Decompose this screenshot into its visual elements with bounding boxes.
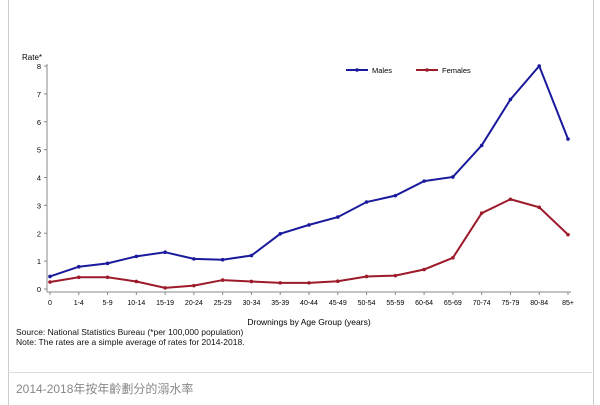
- data-point: [278, 281, 283, 285]
- series-group: [48, 64, 570, 290]
- data-point: [134, 279, 139, 284]
- legend-marker: [425, 68, 429, 72]
- data-point: [307, 223, 311, 227]
- rate-note: Note: The rates are a simple average of …: [16, 337, 245, 347]
- x-tick-label: 65-69: [444, 300, 462, 307]
- data-point: [76, 275, 81, 280]
- source-note: Source: National Statistics Bureau (*per…: [16, 327, 244, 337]
- data-point: [537, 205, 542, 210]
- divider: [8, 372, 592, 373]
- data-point: [393, 193, 398, 198]
- x-axis: 0 1-4 5-9 10-14 15-19 20-24 25-29 30-34 35-39 40-…: [47, 291, 574, 307]
- x-tick-label: 80-84: [530, 300, 548, 307]
- data-point: [479, 143, 484, 148]
- y-tick-label: 6: [37, 118, 41, 127]
- data-point: [537, 64, 542, 68]
- data-point: [422, 267, 426, 272]
- x-tick-label: 20-24: [185, 300, 203, 307]
- figure-caption: 2014-2018年按年齡劃分的溺水率: [16, 382, 194, 396]
- x-tick-label: 5-9: [102, 300, 112, 307]
- data-point: [134, 254, 139, 259]
- data-point: [508, 197, 513, 202]
- data-point: [105, 261, 110, 266]
- line-chart: Rate* 0 1 2 3 4 5 6 7 8 0 1-4 5-9 10-14 15-19 20-24 25…: [22, 53, 574, 327]
- data-point: [364, 200, 369, 204]
- legend: Males Females: [346, 66, 471, 75]
- data-point: [508, 97, 513, 102]
- y-axis: 0 1 2 3 4 5 6 7 8: [37, 62, 48, 294]
- data-point: [192, 283, 196, 288]
- data-point: [105, 275, 110, 280]
- x-tick-label: 60-64: [415, 300, 433, 307]
- data-point: [48, 280, 52, 284]
- x-tick-label: 55-59: [386, 300, 404, 307]
- x-tick-label: 1-4: [74, 300, 84, 307]
- legend-label: Males: [372, 66, 392, 75]
- x-tick-label: 0: [48, 300, 52, 307]
- x-tick-label: 10-14: [127, 300, 145, 307]
- x-axis-label: Drownings by Age Group (years): [247, 317, 370, 327]
- x-tick-label: 15-19: [156, 300, 174, 307]
- x-tick-label: 35-39: [271, 300, 289, 307]
- data-point: [451, 255, 455, 260]
- y-tick-label: 4: [37, 174, 41, 183]
- data-point: [192, 257, 196, 261]
- y-tick-label: 2: [37, 229, 41, 238]
- y-tick-label: 0: [37, 285, 41, 294]
- data-point: [364, 274, 369, 279]
- data-point: [566, 137, 570, 141]
- x-tick-label: 85+: [562, 300, 574, 307]
- data-point: [479, 211, 484, 215]
- x-tick-label: 45-49: [329, 300, 347, 307]
- x-tick-label: 30-34: [242, 300, 260, 307]
- figure-frame: [8, 0, 594, 405]
- data-point: [76, 264, 81, 269]
- data-point: [220, 278, 225, 282]
- data-point: [249, 253, 254, 258]
- y-tick-label: 1: [37, 257, 41, 266]
- data-point: [335, 279, 340, 283]
- data-point: [220, 257, 225, 262]
- data-point: [451, 175, 455, 179]
- y-tick-label: 5: [37, 146, 41, 155]
- x-tick-label: 50-54: [358, 300, 376, 307]
- y-tick-label: 7: [37, 90, 41, 99]
- y-tick-label: 8: [37, 62, 41, 71]
- legend-label: Females: [442, 66, 471, 75]
- series-line-females: [49, 198, 569, 289]
- data-point: [249, 279, 254, 284]
- data-point: [307, 281, 311, 285]
- data-point: [566, 232, 570, 237]
- series-line-males: [49, 64, 569, 278]
- data-point: [422, 179, 426, 183]
- data-point: [48, 274, 52, 279]
- data-point: [335, 215, 340, 219]
- data-point: [393, 273, 398, 278]
- x-tick-label: 75-79: [501, 300, 519, 307]
- x-tick-label: 70-74: [473, 300, 491, 307]
- data-point: [163, 286, 167, 290]
- y-tick-label: 3: [37, 201, 41, 210]
- data-point: [278, 232, 283, 236]
- x-tick-label: 40-44: [300, 300, 318, 307]
- legend-marker: [355, 68, 359, 72]
- y-axis-label: Rate*: [22, 53, 42, 62]
- x-tick-label: 25-29: [214, 300, 232, 307]
- data-point: [163, 250, 167, 255]
